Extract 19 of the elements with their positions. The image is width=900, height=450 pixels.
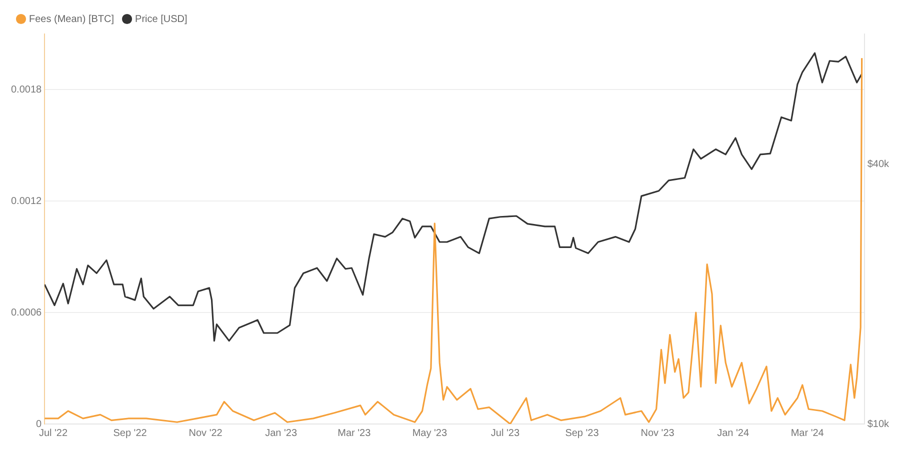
x-tick-label: Sep '23 (565, 428, 600, 439)
y-tick-label: 0.0006 (10, 307, 42, 318)
y-tick-label: 0.0018 (10, 84, 42, 96)
x-tick-label: Sep '22 (113, 428, 148, 439)
y2-tick-label: $10k (867, 418, 890, 430)
x-tick-label: Jan '24 (717, 428, 750, 439)
x-tick-label: Nov '23 (640, 428, 675, 439)
x-tick-label: Nov '22 (188, 428, 223, 439)
legend-label: Price [USD] (135, 14, 188, 25)
x-tick-label: Mar '24 (790, 428, 824, 439)
x-tick-label: Jul '22 (38, 428, 68, 439)
x-tick-label: Mar '23 (338, 428, 372, 439)
x-tick-label: Jul '23 (490, 428, 520, 439)
y-tick-label: 0.0012 (10, 196, 42, 207)
x-tick-label: May '23 (412, 428, 448, 439)
legend-label: Fees (Mean) [BTC] (29, 14, 114, 25)
y-tick-label: 0 (36, 418, 42, 430)
x-tick-label: Jan '23 (265, 428, 298, 439)
y2-tick-label: $40k (867, 158, 890, 170)
